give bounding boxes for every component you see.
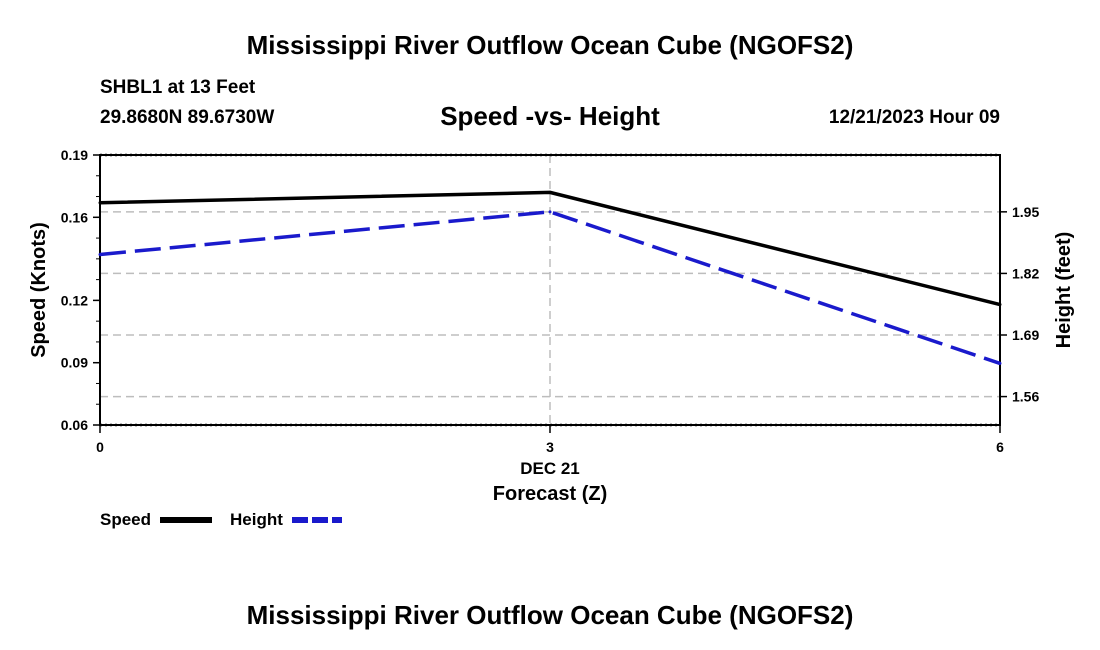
legend-label-height: Height	[230, 510, 283, 529]
point-speed-1	[548, 190, 552, 194]
x-tick-label-2: 6	[996, 439, 1004, 455]
point-height-2	[998, 361, 1002, 365]
y-axis-left-label: Speed (Knots)	[28, 222, 50, 358]
footer-title: Mississippi River Outflow Ocean Cube (NG…	[246, 600, 854, 630]
point-speed-2	[998, 303, 1002, 307]
y-right-tick-label-2: 1.82	[1012, 265, 1039, 281]
y-left-tick-label-3: 0.16	[61, 209, 88, 225]
x-axis-label: Forecast (Z)	[493, 483, 607, 505]
y-right-tick-label-3: 1.95	[1012, 204, 1039, 220]
label-layer: 0.06 0.09 0.12 0.16 0.19 1.56 1.69 1.82 1.95 0 3 6	[61, 147, 1040, 455]
x-tick-label-0: 0	[96, 439, 104, 455]
y-axis-right-label: Height (feet)	[1053, 232, 1075, 349]
y-left-tick-label-0: 0.06	[61, 417, 88, 433]
y-right-tick-label-0: 1.56	[1012, 389, 1039, 405]
station-label: SHBL1 at 13 Feet	[100, 77, 256, 98]
y-right-tick-label-1: 1.69	[1012, 327, 1039, 343]
series-layer	[98, 190, 1002, 366]
coordinates-label: 29.8680N 89.6730W	[100, 107, 275, 128]
tick-layer	[93, 154, 1007, 433]
datetime-label: 12/21/2023 Hour 09	[828, 107, 1000, 128]
point-height-1	[548, 210, 552, 214]
chart-subtitle: Speed -vs- Height	[440, 101, 660, 131]
x-tick-label-1: 3	[546, 439, 554, 455]
x-axis-date-label: DEC 21	[520, 459, 580, 478]
legend-label-speed: Speed	[100, 510, 151, 529]
point-speed-0	[98, 201, 102, 205]
y-left-tick-label-4: 0.19	[61, 147, 88, 163]
grid-layer	[100, 153, 1000, 427]
y-left-tick-label-1: 0.09	[61, 355, 88, 371]
legend: Speed Height	[100, 510, 342, 529]
page-title: Mississippi River Outflow Ocean Cube (NG…	[246, 30, 854, 60]
series-line-height	[99, 210, 1001, 366]
point-height-0	[98, 252, 102, 256]
y-left-tick-label-2: 0.12	[61, 292, 88, 308]
